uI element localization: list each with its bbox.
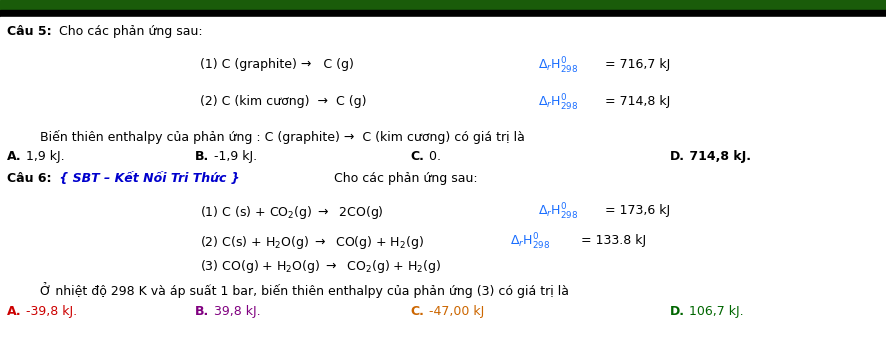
Text: B.: B. [195, 150, 209, 163]
Text: D.: D. [670, 305, 685, 318]
Text: Cho các phản ứng sau:: Cho các phản ứng sau: [55, 25, 203, 38]
Text: = 133.8 kJ: = 133.8 kJ [577, 234, 646, 247]
Bar [0, 17, 886, 18]
Text: $\Delta_r\mathrm{H}^0_{298}$: $\Delta_r\mathrm{H}^0_{298}$ [538, 202, 578, 222]
Text: C.: C. [410, 150, 424, 163]
Text: -1,9 kJ.: -1,9 kJ. [210, 150, 257, 163]
Text: (1) C (s) + CO$_2$(g) $\rightarrow$  2CO(g): (1) C (s) + CO$_2$(g) $\rightarrow$ 2CO(… [200, 204, 384, 221]
Text: 39,8 kJ.: 39,8 kJ. [210, 305, 260, 318]
Text: Câu 6:: Câu 6: [7, 172, 51, 185]
Text: -39,8 kJ.: -39,8 kJ. [22, 305, 77, 318]
Text: { SBT – Kết Nối Tri Thức }: { SBT – Kết Nối Tri Thức } [55, 172, 239, 185]
Bar [0, 10, 886, 17]
Text: (3) CO(g) + H$_2$O(g) $\rightarrow$  CO$_2$(g) + H$_2$(g): (3) CO(g) + H$_2$O(g) $\rightarrow$ CO$_… [200, 258, 441, 275]
Text: $\Delta_r\mathrm{H}^0_{298}$: $\Delta_r\mathrm{H}^0_{298}$ [538, 93, 578, 113]
Text: = 714,8 kJ: = 714,8 kJ [605, 95, 670, 108]
Text: A.: A. [7, 305, 21, 318]
Text: 106,7 kJ.: 106,7 kJ. [685, 305, 743, 318]
Text: Cho các phản ứng sau:: Cho các phản ứng sau: [330, 172, 478, 185]
Text: D.: D. [670, 150, 685, 163]
Text: (2) C (kim cương)  →  C (g): (2) C (kim cương) → C (g) [200, 95, 367, 108]
Text: $\Delta_r\mathrm{H}^0_{298}$: $\Delta_r\mathrm{H}^0_{298}$ [510, 232, 550, 252]
Bar [0, 0, 886, 10]
Text: 714,8 kJ.: 714,8 kJ. [685, 150, 751, 163]
Text: 1,9 kJ.: 1,9 kJ. [22, 150, 65, 163]
Text: 0.: 0. [425, 150, 441, 163]
Text: C.: C. [410, 305, 424, 318]
Text: (2) C(s) + H$_2$O(g) $\rightarrow$  CO(g) + H$_2$(g): (2) C(s) + H$_2$O(g) $\rightarrow$ CO(g)… [200, 234, 424, 251]
Text: = 173,6 kJ: = 173,6 kJ [605, 204, 670, 217]
Text: Ở nhiệt độ 298 K và áp suất 1 bar, biến thiên enthalpy của phản ứng (3) có giá t: Ở nhiệt độ 298 K và áp suất 1 bar, biến … [40, 282, 569, 298]
Text: Câu 5:: Câu 5: [7, 25, 51, 38]
Text: -47,00 kJ: -47,00 kJ [425, 305, 485, 318]
Text: = 716,7 kJ: = 716,7 kJ [605, 58, 670, 71]
Text: A.: A. [7, 150, 21, 163]
Text: $\Delta_r\mathrm{H}^0_{298}$: $\Delta_r\mathrm{H}^0_{298}$ [538, 56, 578, 76]
Text: Biến thiên enthalpy của phản ứng : C (graphite) →  C (kim cương) có giá trị là: Biến thiên enthalpy của phản ứng : C (gr… [40, 130, 525, 144]
Text: B.: B. [195, 305, 209, 318]
Text: (1) C (graphite) →   C (g): (1) C (graphite) → C (g) [200, 58, 354, 71]
